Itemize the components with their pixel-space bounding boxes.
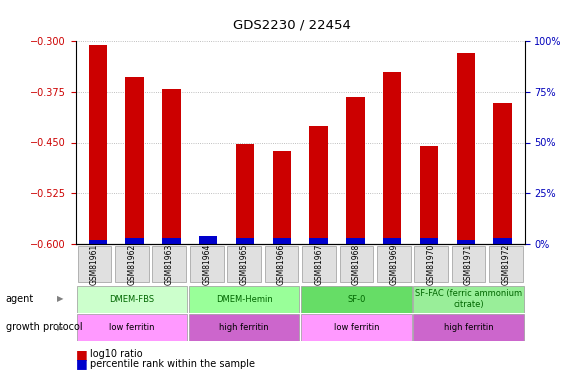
FancyBboxPatch shape (265, 246, 298, 282)
Bar (420, 146, 438, 244)
Text: GSM81963: GSM81963 (165, 244, 174, 285)
Text: ▶: ▶ (57, 323, 64, 332)
Bar (273, 238, 291, 244)
Bar (236, 238, 254, 244)
Text: low ferritin: low ferritin (333, 322, 379, 332)
FancyBboxPatch shape (227, 246, 261, 282)
Text: low ferritin: low ferritin (109, 322, 154, 332)
Text: GSM81970: GSM81970 (427, 244, 436, 285)
Bar (346, 97, 364, 244)
Bar (420, 238, 438, 244)
Text: GSM81971: GSM81971 (464, 244, 473, 285)
Bar (493, 104, 512, 244)
Text: percentile rank within the sample: percentile rank within the sample (90, 359, 255, 369)
FancyBboxPatch shape (153, 246, 186, 282)
Text: GSM81968: GSM81968 (352, 244, 361, 285)
FancyBboxPatch shape (190, 246, 223, 282)
Text: GSM81966: GSM81966 (277, 244, 286, 285)
Bar (89, 240, 107, 244)
Text: DMEM-Hemin: DMEM-Hemin (216, 295, 272, 304)
Bar (125, 77, 144, 244)
Bar (383, 72, 402, 244)
Bar (383, 238, 402, 244)
FancyBboxPatch shape (301, 286, 412, 313)
Bar (493, 238, 512, 244)
Text: growth protocol: growth protocol (6, 322, 82, 332)
FancyBboxPatch shape (78, 246, 111, 282)
FancyBboxPatch shape (115, 246, 149, 282)
Text: GSM81962: GSM81962 (128, 244, 136, 285)
FancyBboxPatch shape (413, 314, 524, 340)
Text: DMEM-FBS: DMEM-FBS (110, 295, 154, 304)
FancyBboxPatch shape (415, 246, 448, 282)
Text: agent: agent (6, 294, 34, 304)
FancyBboxPatch shape (339, 246, 373, 282)
FancyBboxPatch shape (76, 286, 187, 313)
Text: log10 ratio: log10 ratio (90, 350, 143, 359)
Bar (125, 238, 144, 244)
Text: SF-FAC (ferric ammonium
citrate): SF-FAC (ferric ammonium citrate) (415, 290, 522, 309)
Bar (199, 240, 217, 244)
FancyBboxPatch shape (377, 246, 410, 282)
Text: ▶: ▶ (57, 294, 64, 303)
Bar (273, 151, 291, 244)
Text: GSM81961: GSM81961 (90, 244, 99, 285)
Text: GSM81972: GSM81972 (501, 244, 511, 285)
Bar (162, 88, 181, 244)
FancyBboxPatch shape (301, 314, 412, 340)
FancyBboxPatch shape (413, 286, 524, 313)
Text: GSM81967: GSM81967 (314, 244, 324, 285)
FancyBboxPatch shape (452, 246, 486, 282)
FancyBboxPatch shape (302, 246, 336, 282)
Text: SF-0: SF-0 (347, 295, 366, 304)
FancyBboxPatch shape (76, 314, 187, 340)
Bar (236, 144, 254, 244)
Text: GSM81964: GSM81964 (202, 244, 211, 285)
Bar (89, 45, 107, 244)
Bar (456, 53, 475, 244)
Bar (456, 240, 475, 244)
Text: high ferritin: high ferritin (444, 322, 493, 332)
Text: ■: ■ (76, 348, 87, 361)
Text: GSM81969: GSM81969 (389, 244, 398, 285)
FancyBboxPatch shape (489, 246, 523, 282)
Text: ■: ■ (76, 357, 87, 370)
Bar (310, 126, 328, 244)
Bar (162, 238, 181, 244)
Bar (346, 238, 364, 244)
Bar (199, 236, 217, 244)
FancyBboxPatch shape (189, 286, 300, 313)
Text: GDS2230 / 22454: GDS2230 / 22454 (233, 19, 350, 32)
Bar (310, 238, 328, 244)
Text: GSM81965: GSM81965 (240, 244, 248, 285)
Text: high ferritin: high ferritin (219, 322, 269, 332)
FancyBboxPatch shape (189, 314, 300, 340)
